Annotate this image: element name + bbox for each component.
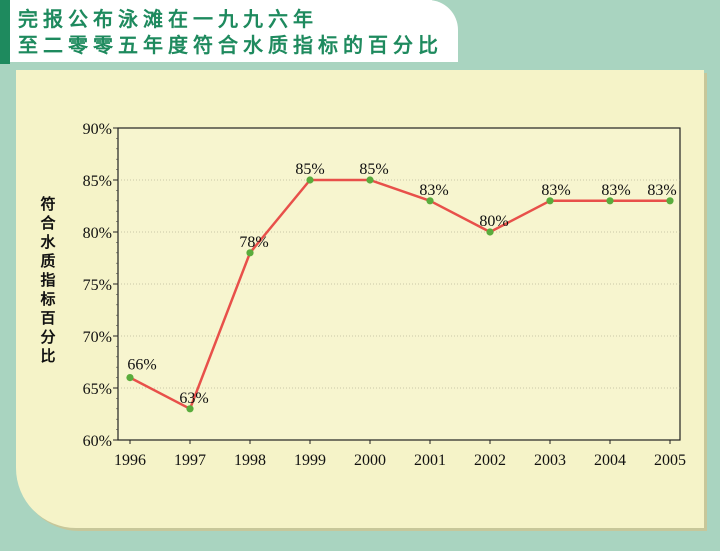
y-axis-label: 符合水质指标百分比 xyxy=(40,195,56,365)
y-tick-label: 70% xyxy=(83,329,112,346)
series-line xyxy=(129,178,670,411)
y-tick-label: 80% xyxy=(83,225,112,242)
data-point xyxy=(426,197,434,205)
data-label: 78% xyxy=(239,234,268,251)
data-point xyxy=(546,197,554,205)
x-tick-label: 2002 xyxy=(474,452,506,469)
data-label: 83% xyxy=(601,182,630,199)
y-tick-label: 85% xyxy=(83,173,112,190)
title-line-1: 完报公布泳滩在一九九六年 xyxy=(18,7,318,31)
y-tick-label: 65% xyxy=(83,381,112,398)
x-tick-label: 2000 xyxy=(354,452,386,469)
data-point xyxy=(186,405,194,413)
x-tick-label: 1999 xyxy=(294,452,326,469)
x-tick-label: 2004 xyxy=(594,452,626,469)
data-label: 85% xyxy=(359,161,388,178)
x-tick-label: 2001 xyxy=(414,452,446,469)
title-tab xyxy=(0,0,458,62)
title-line-2: 至二零零五年度符合水质指标的百分比 xyxy=(18,33,443,57)
data-label: 66% xyxy=(127,357,156,374)
data-label: 80% xyxy=(479,213,508,230)
y-tick-label: 60% xyxy=(83,433,112,450)
data-label: 63% xyxy=(179,390,208,407)
data-point xyxy=(246,249,254,257)
data-label: 83% xyxy=(647,182,676,199)
data-label: 83% xyxy=(541,182,570,199)
x-tick-label: 2005 xyxy=(654,452,686,469)
x-tick-label: 1997 xyxy=(174,452,206,469)
data-point xyxy=(126,374,134,382)
data-point xyxy=(486,228,494,236)
data-point xyxy=(666,197,674,205)
data-label: 85% xyxy=(295,161,324,178)
x-tick-label: 2003 xyxy=(534,452,566,469)
y-tick-label: 90% xyxy=(83,121,112,138)
page-title: 完报公布泳滩在一九九六年 至二零零五年度符合水质指标的百分比 xyxy=(18,6,443,58)
x-tick-label: 1996 xyxy=(114,452,146,469)
data-point xyxy=(306,176,314,184)
data-label: 83% xyxy=(419,182,448,199)
data-point xyxy=(606,197,614,205)
x-tick-label: 1998 xyxy=(234,452,266,469)
title-accent-bar xyxy=(0,0,10,64)
data-point xyxy=(366,176,374,184)
y-tick-label: 75% xyxy=(83,277,112,294)
